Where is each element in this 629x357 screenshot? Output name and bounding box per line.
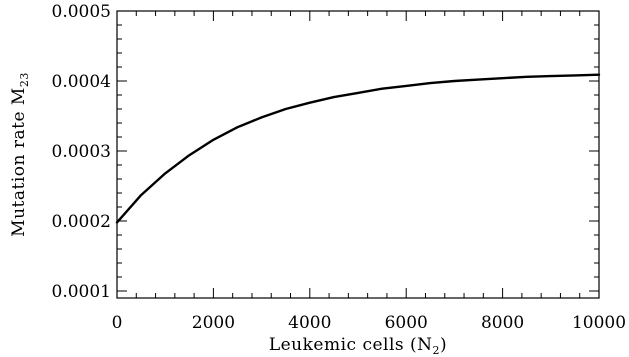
x-axis-label: Leukemic cells (N2)	[269, 335, 447, 357]
x-tick-label: 2000	[192, 313, 235, 333]
y-tick-label: 0.0002	[52, 212, 111, 232]
x-tick-label: 0	[112, 313, 123, 333]
x-axis-label-close: )	[440, 335, 447, 355]
y-axis-label: Mutation rate M23	[9, 72, 31, 237]
plot-frame	[116, 10, 600, 299]
y-axis-label-main: Mutation rate M	[9, 87, 29, 237]
series-line	[115, 73, 601, 224]
y-axis-label-subscript: 23	[18, 72, 31, 87]
y-tick-label: 0.0003	[52, 142, 111, 162]
y-tick-label: 0.0004	[52, 72, 111, 92]
x-axis-label-main: Leukemic cells (N	[269, 335, 433, 355]
x-tick-label: 6000	[385, 313, 428, 333]
x-tick-label: 10000	[572, 313, 626, 333]
tick-labels: 0 2000 4000 6000 8000 10000 0.0001 0.0002 0.0003…	[52, 2, 627, 333]
x-axis-label-subscript: 2	[433, 344, 441, 357]
x-tick-label: 8000	[481, 313, 524, 333]
y-tick-label: 0.0005	[52, 2, 111, 22]
x-tick-label: 4000	[288, 313, 331, 333]
y-tick-label: 0.0001	[52, 282, 111, 302]
